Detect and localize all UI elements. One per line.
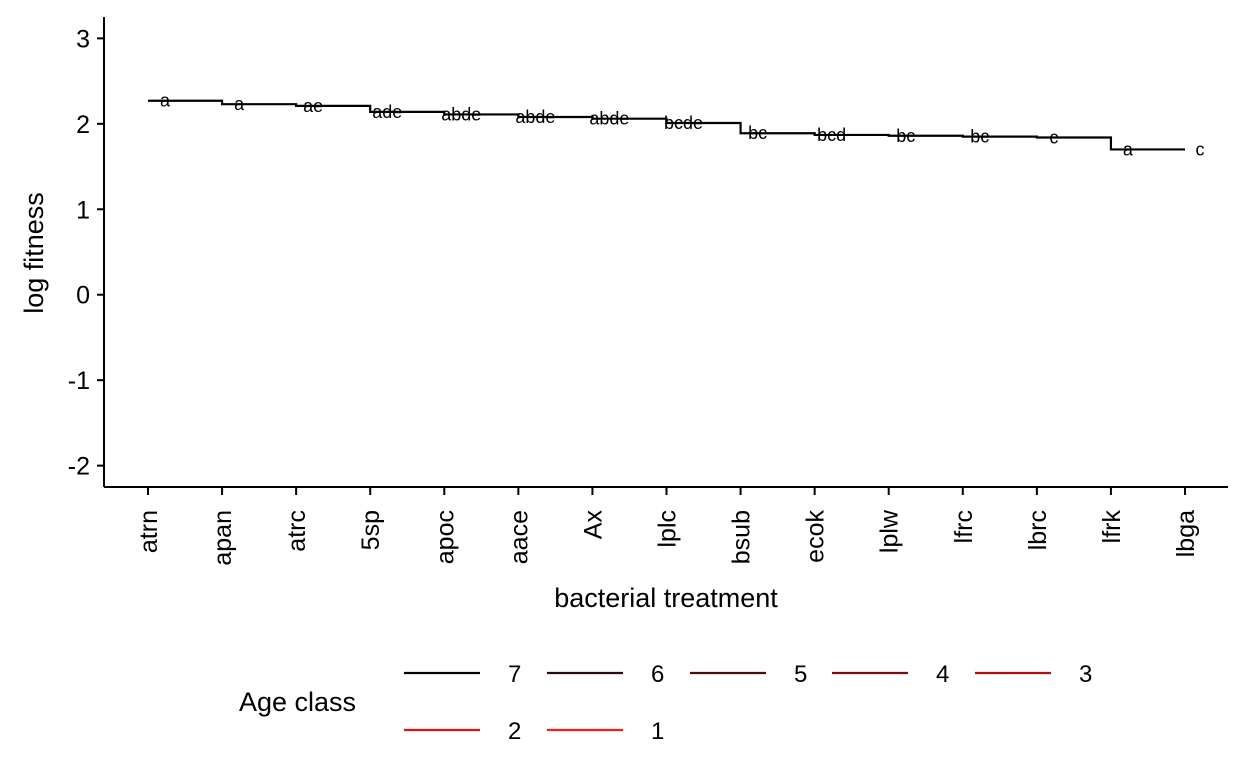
legend-label: 4	[936, 661, 949, 688]
x-tick-label: Ax	[579, 510, 607, 540]
significance-letter: a	[234, 94, 245, 114]
x-tick-label: lplc	[654, 510, 682, 548]
significance-letter: ae	[303, 96, 323, 116]
x-tick-label: atrc	[283, 510, 311, 552]
significance-letter: ade	[372, 102, 402, 122]
x-tick-label: bsub	[728, 510, 756, 564]
legend-label: 1	[651, 718, 664, 745]
series-lines	[148, 99, 1185, 151]
significance-letter: a	[160, 91, 171, 111]
x-tick-label: 5sp	[357, 510, 385, 550]
x-tick-label: ecok	[802, 510, 830, 563]
legend: Age class 7 6 5 4 3 2 1	[239, 661, 1092, 745]
x-tick-label: apan	[209, 510, 237, 566]
y-tick-label: 1	[76, 196, 90, 224]
y-axis-label: log fitness	[19, 192, 49, 314]
x-tick-label: atrn	[135, 510, 163, 553]
axes	[103, 17, 1228, 488]
y-ticks: -2 -1 0 1 2 3	[68, 25, 104, 481]
significance-letter: abde	[589, 109, 629, 129]
legend-label: 5	[794, 661, 807, 688]
legend-label: 3	[1079, 661, 1092, 688]
x-tick-label: lfrc	[950, 510, 978, 543]
letter-labels: a a ae ade abde abde abde bcde bc bcd bc bc c a c	[160, 91, 1205, 160]
significance-letter: bcde	[664, 113, 703, 133]
significance-letter: c	[1196, 139, 1205, 159]
significance-letter: c	[1049, 127, 1058, 147]
y-tick-label: -1	[68, 367, 90, 395]
significance-letter: bc	[748, 123, 767, 143]
significance-letter: bc	[970, 127, 989, 147]
significance-letter: abde	[441, 104, 481, 124]
legend-label: 2	[508, 718, 521, 745]
legend-label: 7	[508, 661, 521, 688]
significance-letter: bc	[896, 126, 915, 146]
x-tick-label: lbrc	[1024, 510, 1052, 550]
y-tick-label: 3	[76, 25, 90, 53]
x-tick-label: lplw	[876, 509, 904, 553]
significance-letter: a	[1123, 139, 1134, 159]
x-tick-label: apoc	[431, 510, 459, 564]
series-line	[148, 99, 1185, 151]
legend-label: 6	[651, 661, 664, 688]
x-ticks: atrn apan atrc 5sp apoc aace Ax lplc bsub ecok lpl…	[135, 487, 1200, 566]
x-tick-label: aace	[505, 510, 533, 564]
significance-letter: abde	[515, 107, 555, 127]
y-tick-label: 2	[76, 111, 90, 139]
x-tick-label: lfrk	[1098, 510, 1126, 544]
y-tick-label: 0	[76, 282, 90, 310]
x-axis-label: bacterial treatment	[554, 583, 778, 613]
significance-letter: bcd	[817, 125, 846, 145]
x-tick-label: lbga	[1172, 510, 1200, 557]
y-tick-label: -2	[68, 453, 90, 481]
legend-title: Age class	[239, 687, 356, 717]
